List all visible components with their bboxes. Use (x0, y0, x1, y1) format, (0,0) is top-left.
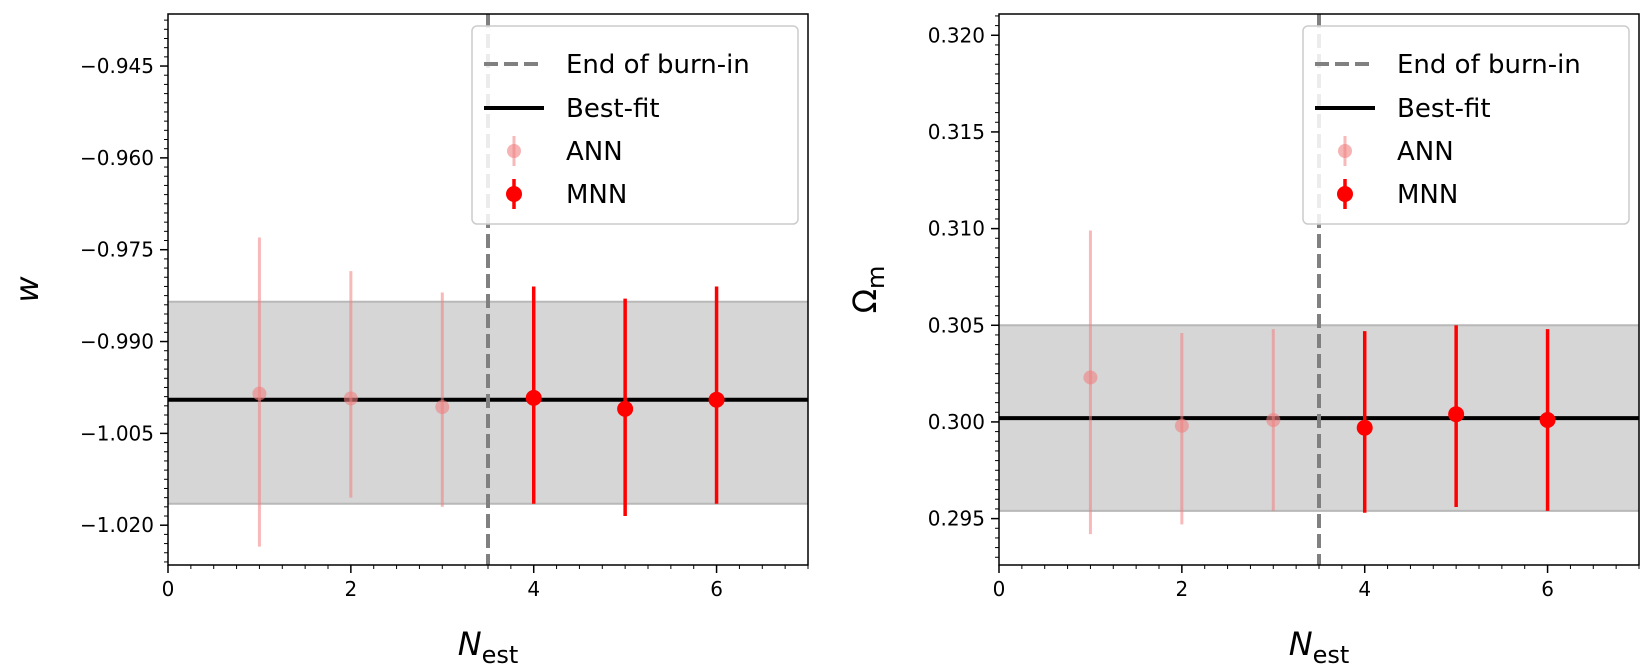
series-ann (1083, 230, 1281, 535)
legend-label: ANN (1397, 137, 1454, 167)
legend-label: MNN (1397, 180, 1458, 210)
data-point (708, 391, 725, 408)
plot-area (168, 14, 808, 565)
y-axis-label-main: w (8, 276, 46, 303)
legend-mnn-marker (506, 186, 522, 202)
left-panel-w: 0 2 4 6 −1.020 −1.005 −0.990 −0.975 −0.960 −0.945… (8, 13, 809, 669)
y-tick-label: −0.960 (80, 146, 154, 170)
y-tick-label: −0.945 (80, 54, 154, 78)
series-mnn (525, 286, 725, 517)
x-axis-label: Nest (1289, 625, 1350, 669)
data-point (1356, 419, 1373, 436)
right-panel-omega-m: 0 2 4 6 0.295 0.300 0.305 0.310 0.315 0.320 Nest Ωm… (846, 13, 1640, 669)
data-point (252, 386, 267, 401)
legend: End of burn-in Best-fit ANN MNN (1302, 25, 1630, 225)
data-point (1174, 418, 1189, 433)
y-tick-label: 0.300 (928, 410, 985, 434)
series-ann (252, 237, 450, 547)
x-tick-label: 0 (993, 577, 1006, 601)
legend-ann-marker (1338, 144, 1352, 158)
y-tick-label: 0.295 (928, 507, 985, 531)
y-axis-label-main: Ω (846, 289, 884, 313)
legend-mnn-marker (1337, 186, 1353, 202)
data-point (343, 391, 358, 406)
x-axis-label-sub: est (1313, 641, 1350, 669)
x-tick-label: 4 (1358, 577, 1371, 601)
data-point (1266, 413, 1281, 427)
y-tick-label: −1.020 (80, 513, 154, 537)
y-axis-label-sub: m (862, 266, 890, 289)
y-axis-label: Ωm (846, 266, 890, 314)
y-tick-label: 0.320 (928, 23, 985, 47)
legend-label: End of burn-in (1397, 50, 1581, 80)
legend-frame (1302, 25, 1630, 225)
x-axis-label-main: N (458, 625, 482, 663)
legend-label: MNN (566, 180, 627, 210)
data-point (1083, 370, 1098, 385)
data-point (525, 389, 542, 406)
x-tick-label: 6 (710, 577, 723, 601)
y-tick-label: 0.305 (928, 313, 985, 337)
legend-label: ANN (566, 137, 623, 167)
data-point (617, 400, 634, 417)
data-point (1448, 406, 1465, 423)
y-tick-label: −0.990 (80, 330, 154, 354)
series-mnn (1356, 325, 1556, 513)
legend-label: Best-fit (566, 94, 660, 124)
y-tick-label: 0.315 (928, 120, 985, 144)
legend-ann-marker (507, 144, 521, 158)
legend-frame (471, 25, 799, 225)
y-tick-label: −0.975 (80, 238, 154, 262)
x-tick-label: 2 (344, 577, 357, 601)
y-axis-label: w (8, 276, 46, 303)
legend-label: Best-fit (1397, 94, 1491, 124)
x-tick-label: 0 (162, 577, 175, 601)
x-axis-label-sub: est (482, 641, 519, 669)
y-tick-label: 0.310 (928, 217, 985, 241)
legend: End of burn-in Best-fit ANN MNN (471, 25, 799, 225)
x-axis-label: Nest (458, 625, 519, 669)
x-tick-label: 6 (1541, 577, 1554, 601)
x-tick-label: 4 (527, 577, 540, 601)
x-tick-label: 2 (1175, 577, 1188, 601)
plot-area (999, 14, 1639, 565)
legend-label: End of burn-in (566, 50, 750, 80)
x-axis-label-main: N (1289, 625, 1313, 663)
y-tick-label: −1.005 (80, 421, 154, 445)
data-point (435, 400, 450, 415)
data-point (1539, 412, 1556, 428)
